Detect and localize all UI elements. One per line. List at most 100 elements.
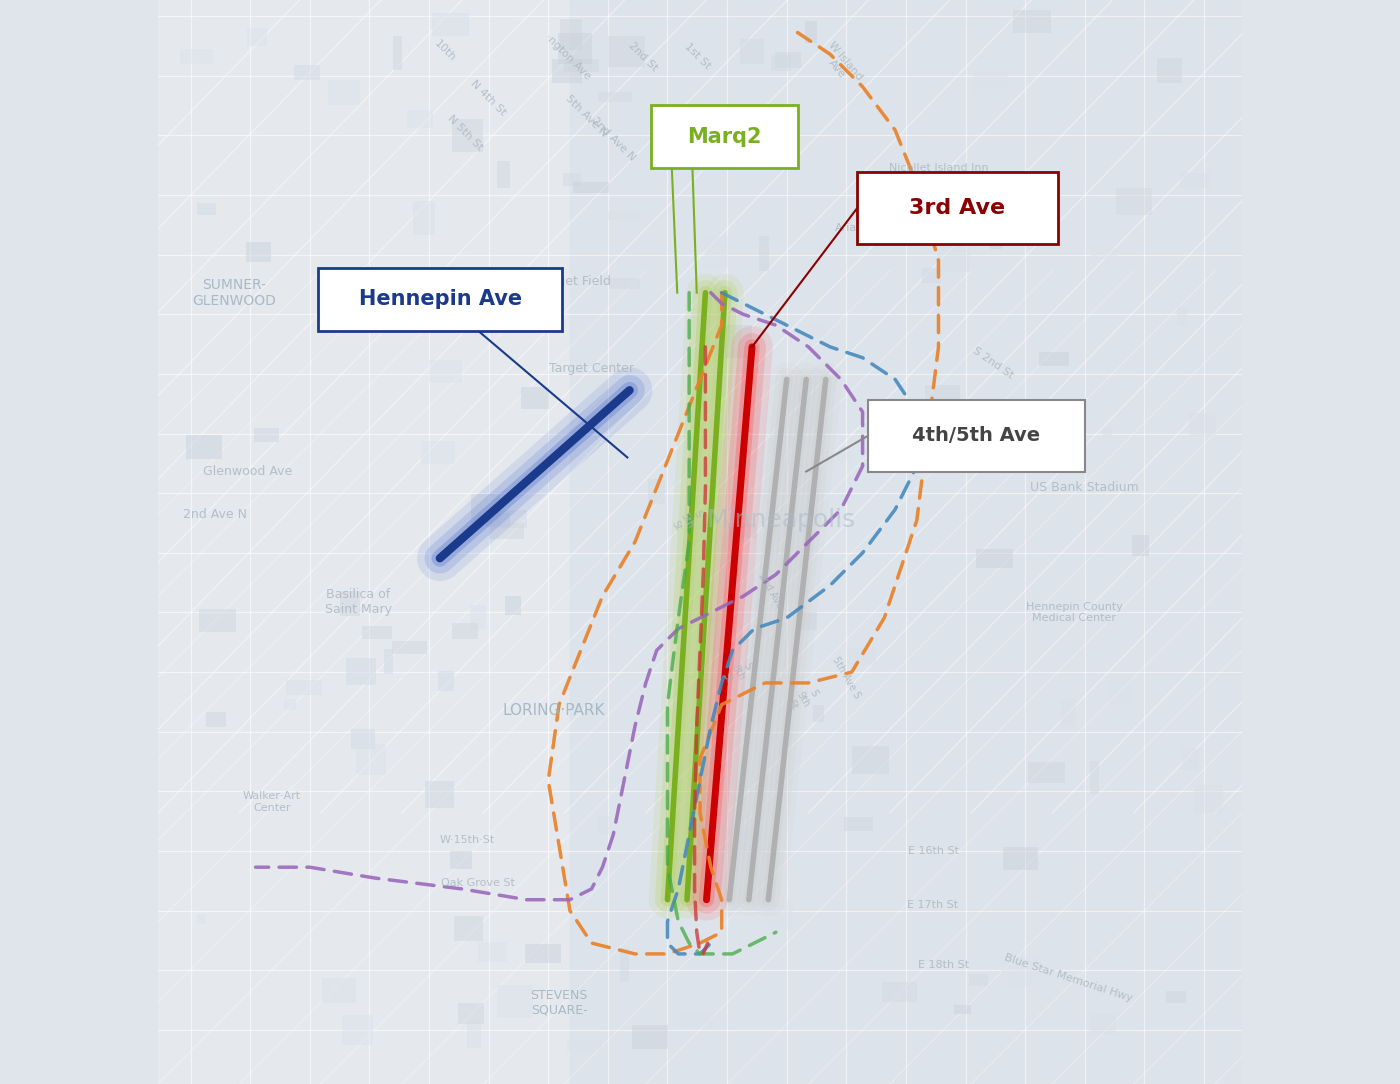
Bar xyxy=(179,49,213,64)
Bar xyxy=(552,59,582,83)
Bar xyxy=(811,325,825,337)
Bar xyxy=(455,916,483,941)
Bar xyxy=(948,212,986,232)
Bar xyxy=(696,520,728,546)
Text: 1st St: 1st St xyxy=(683,41,713,72)
Bar xyxy=(255,428,280,442)
Bar xyxy=(1194,785,1222,813)
Bar xyxy=(669,112,692,129)
Bar xyxy=(346,658,377,685)
Bar xyxy=(969,975,988,986)
Bar xyxy=(1156,59,1183,83)
Bar xyxy=(631,1025,668,1048)
Bar xyxy=(776,52,801,68)
Text: 3rd Ave: 3rd Ave xyxy=(910,198,1005,218)
Text: US Bank Stadium: US Bank Stadium xyxy=(1030,481,1140,494)
Bar xyxy=(1061,699,1075,726)
Bar xyxy=(479,942,507,962)
Bar xyxy=(294,65,321,80)
Bar xyxy=(622,137,641,149)
Bar xyxy=(486,513,511,527)
Text: 2nd Ave N: 2nd Ave N xyxy=(183,508,248,521)
Bar xyxy=(609,278,640,289)
Bar xyxy=(1133,534,1148,555)
Bar xyxy=(1002,848,1037,870)
Bar xyxy=(1091,248,1119,259)
Text: N 4th St: N 4th St xyxy=(469,78,508,117)
Bar xyxy=(1182,749,1200,770)
Bar xyxy=(560,18,582,50)
Bar xyxy=(284,699,295,710)
Bar xyxy=(748,147,769,159)
Bar xyxy=(1091,1014,1116,1034)
Bar xyxy=(470,606,486,630)
Bar xyxy=(720,534,741,551)
Bar xyxy=(559,33,592,64)
Text: S 2nd St: S 2nd St xyxy=(970,346,1015,380)
Bar xyxy=(608,36,645,67)
Bar xyxy=(1109,674,1133,704)
Bar xyxy=(620,947,629,981)
Text: S
5th
St: S 5th St xyxy=(669,505,706,535)
Bar xyxy=(497,162,510,189)
Text: 2nd Ave N: 2nd Ave N xyxy=(589,115,637,163)
Bar xyxy=(287,680,322,696)
Bar xyxy=(921,268,941,283)
Bar xyxy=(710,617,720,650)
Bar xyxy=(1103,426,1112,438)
Text: 2nd St: 2nd St xyxy=(626,40,659,73)
Bar xyxy=(466,1021,482,1048)
Bar xyxy=(1012,10,1050,33)
Bar xyxy=(392,642,427,654)
Bar xyxy=(197,203,217,216)
Bar xyxy=(567,1041,602,1051)
Bar xyxy=(498,509,526,528)
Bar xyxy=(248,28,267,47)
Text: Marq2: Marq2 xyxy=(687,127,762,146)
Text: Blue Star Memorial Hwy: Blue Star Memorial Hwy xyxy=(1004,952,1134,1004)
Bar xyxy=(452,119,483,153)
Bar xyxy=(707,610,717,622)
Bar xyxy=(433,13,469,37)
Bar xyxy=(953,1005,970,1014)
Bar xyxy=(596,816,609,834)
Text: 4th/5th Ave: 4th/5th Ave xyxy=(913,426,1040,446)
Bar xyxy=(679,1011,714,1027)
Text: W·Island
Ave: W·Island Ave xyxy=(818,40,865,90)
Bar xyxy=(199,609,237,632)
Polygon shape xyxy=(570,0,1242,1084)
Bar xyxy=(246,243,270,262)
Bar xyxy=(760,900,794,930)
Bar xyxy=(1039,352,1070,366)
Bar xyxy=(564,59,599,73)
Bar xyxy=(573,182,609,193)
FancyBboxPatch shape xyxy=(868,400,1085,472)
Text: W·15th·St: W·15th·St xyxy=(440,835,494,846)
Bar xyxy=(322,978,356,1003)
Bar xyxy=(1029,762,1065,783)
Bar xyxy=(598,92,631,102)
Bar xyxy=(1001,957,1039,985)
Bar xyxy=(937,244,970,272)
Text: STEVENS
SQUARE-: STEVENS SQUARE- xyxy=(531,989,588,1017)
Bar xyxy=(328,80,360,105)
Bar xyxy=(805,21,818,42)
Bar xyxy=(407,109,433,128)
Text: 2nd Ave: 2nd Ave xyxy=(756,571,784,610)
Bar xyxy=(882,170,916,201)
Bar xyxy=(563,172,581,185)
Text: 5th Ave N: 5th Ave N xyxy=(563,93,609,139)
Bar xyxy=(340,591,360,616)
Bar xyxy=(818,451,853,461)
Bar xyxy=(741,39,764,64)
Text: ·ngton Ave: ·ngton Ave xyxy=(543,31,592,81)
Text: Target Field: Target Field xyxy=(539,275,612,288)
Bar xyxy=(759,236,770,271)
Bar xyxy=(497,985,533,1018)
Text: 10th: 10th xyxy=(433,38,458,64)
Text: S
9th
St: S 9th St xyxy=(784,684,822,714)
Bar xyxy=(430,360,462,383)
Bar xyxy=(771,55,791,72)
FancyBboxPatch shape xyxy=(651,105,798,168)
Bar xyxy=(1116,188,1152,216)
